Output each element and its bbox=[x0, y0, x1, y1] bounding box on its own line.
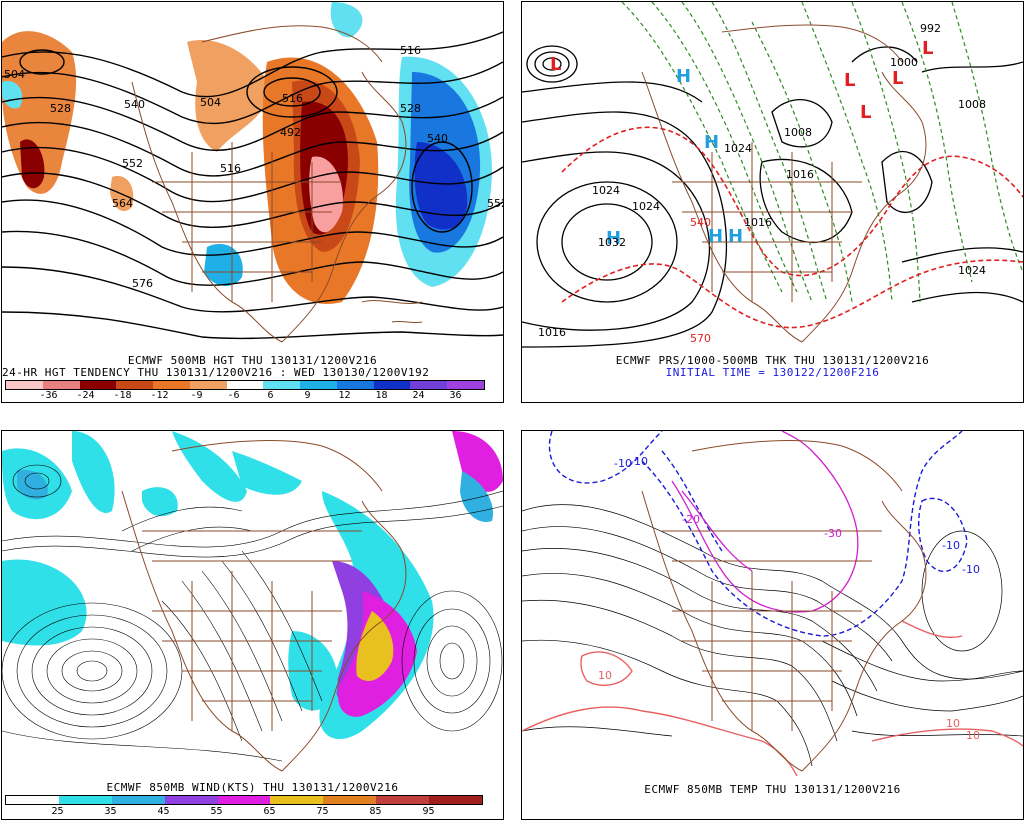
tick-label: -6 bbox=[227, 390, 240, 401]
low-pressure-marker: L bbox=[844, 70, 856, 91]
panel-title: ECMWF 500MB HGT THU 130131/1200V216 bbox=[127, 354, 378, 367]
map-500mb-height bbox=[2, 2, 503, 343]
high-pressure-marker: H bbox=[704, 132, 720, 153]
thickness-label: 540 bbox=[690, 216, 711, 229]
contour-label: 576 bbox=[132, 277, 153, 290]
tick-label: -18 bbox=[113, 390, 132, 401]
coastlines bbox=[641, 24, 927, 343]
isotherm-cold-contours bbox=[548, 431, 968, 637]
tick-label: 85 bbox=[369, 806, 382, 817]
contour-label: 552 bbox=[487, 197, 503, 210]
colorbar-wind-speed bbox=[5, 795, 483, 805]
contour-label: 528 bbox=[400, 102, 421, 115]
isotherm-label: 10 bbox=[946, 717, 960, 730]
isotherm-label: -20 bbox=[682, 513, 700, 526]
isotherm-label: -10 bbox=[962, 563, 980, 576]
low-pressure-marker: L bbox=[860, 102, 872, 123]
panel-title: ECMWF 850MB WIND(KTS) THU 130131/1200V21… bbox=[106, 781, 399, 794]
tick-label: 6 bbox=[267, 390, 274, 401]
tick-label: 36 bbox=[449, 390, 462, 401]
tick-label: 25 bbox=[51, 806, 64, 817]
tick-label: 45 bbox=[157, 806, 170, 817]
panel-title: ECMWF 850MB TEMP THU 130131/1200V216 bbox=[644, 783, 901, 796]
isotherm-label: -10 bbox=[630, 455, 648, 468]
wind-speed-shading bbox=[2, 431, 503, 740]
contour-label: 516 bbox=[400, 44, 421, 57]
high-pressure-marker: H bbox=[676, 66, 692, 87]
isobar-label: 1016 bbox=[786, 168, 814, 181]
low-pressure-marker: L bbox=[922, 38, 934, 59]
isobar-label: 1016 bbox=[744, 216, 772, 229]
isotherm-label: -10 bbox=[614, 457, 632, 470]
thickness-warm-contours bbox=[561, 126, 1023, 329]
panel-subtitle: 24-HR HGT TENDENCY THU 130131/1200V216 :… bbox=[2, 366, 430, 379]
tick-label: -36 bbox=[39, 390, 58, 401]
low-pressure-marker: L bbox=[550, 54, 562, 75]
contour-label: 504 bbox=[4, 68, 25, 81]
colorbar-tick-labels: -36 -24 -18 -12 -9 -6 6 9 12 18 24 36 bbox=[5, 390, 483, 401]
coastlines bbox=[131, 25, 423, 343]
tick-label: 18 bbox=[375, 390, 388, 401]
tick-label: 35 bbox=[104, 806, 117, 817]
isobar-label: 1008 bbox=[958, 98, 986, 111]
isobar-label: 1024 bbox=[632, 200, 660, 213]
map-pressure-thickness bbox=[522, 2, 1023, 348]
map-850mb-temperature bbox=[522, 431, 1023, 776]
thickness-cold-contours bbox=[621, 2, 1023, 303]
isobar-contours bbox=[522, 45, 1023, 348]
panel-500mb-height: 504 516 528 540 552 564 576 492 504 516 … bbox=[1, 1, 504, 403]
contour-label: 540 bbox=[427, 132, 448, 145]
colorbar-tick-labels: 25 35 45 55 65 75 85 95 bbox=[5, 806, 481, 817]
tick-label: 75 bbox=[316, 806, 329, 817]
contour-label: 540 bbox=[124, 98, 145, 111]
isotherm-label: 10 bbox=[966, 729, 980, 742]
tick-label: 9 bbox=[304, 390, 311, 401]
tick-label: -24 bbox=[76, 390, 95, 401]
tick-label: 65 bbox=[263, 806, 276, 817]
coastlines bbox=[121, 440, 407, 772]
low-pressure-marker: L bbox=[892, 68, 904, 89]
isotherm-label: 10 bbox=[598, 669, 612, 682]
map-850mb-wind bbox=[2, 431, 503, 772]
high-pressure-marker: H bbox=[708, 226, 724, 247]
isobar-label: 1024 bbox=[592, 184, 620, 197]
contour-label: 564 bbox=[112, 197, 133, 210]
high-pressure-marker: H bbox=[728, 226, 744, 247]
isotherm-zero-contours bbox=[671, 431, 859, 613]
panel-850mb-temperature: -10 -20 -30 -10 10 10 10 -10 -10 ECMWF 8… bbox=[521, 430, 1024, 820]
panel-subtitle: INITIAL TIME = 130122/1200F216 bbox=[665, 366, 880, 379]
contour-label: 516 bbox=[220, 162, 241, 175]
height-falls-shading bbox=[2, 31, 379, 304]
isotherm-label: -30 bbox=[824, 527, 842, 540]
height-contours bbox=[2, 31, 503, 340]
tick-label: -12 bbox=[150, 390, 169, 401]
isobar-label: 1024 bbox=[958, 264, 986, 277]
thickness-label: 570 bbox=[690, 332, 711, 345]
contour-label: 516 bbox=[282, 92, 303, 105]
isobar-label: 1032 bbox=[598, 236, 626, 249]
isobar-label: 1000 bbox=[890, 56, 918, 69]
isobar-label: 1008 bbox=[784, 126, 812, 139]
colorbar-height-tendency bbox=[5, 380, 485, 390]
panel-850mb-wind: ECMWF 850MB WIND(KTS) THU 130131/1200V21… bbox=[1, 430, 504, 820]
tick-label: 24 bbox=[412, 390, 425, 401]
contour-label: 552 bbox=[122, 157, 143, 170]
tick-label: 12 bbox=[338, 390, 351, 401]
tick-label: 95 bbox=[422, 806, 435, 817]
isotherm-contours bbox=[522, 504, 1023, 767]
coastlines bbox=[641, 440, 927, 772]
tick-label: -9 bbox=[190, 390, 203, 401]
contour-label: 492 bbox=[280, 126, 301, 139]
contour-label: 528 bbox=[50, 102, 71, 115]
panel-pressure-thickness: L L L L L H H H H H 1024 1032 1016 1024 … bbox=[521, 1, 1024, 403]
isobar-label: 1024 bbox=[724, 142, 752, 155]
high-pressure-marker: H bbox=[606, 228, 622, 249]
tick-label: 55 bbox=[210, 806, 223, 817]
isobar-label: 1016 bbox=[538, 326, 566, 339]
contour-label: 504 bbox=[200, 96, 221, 109]
panel-title: ECMWF PRS/1000-500MB THK THU 130131/1200… bbox=[615, 354, 930, 367]
isotherm-label: -10 bbox=[942, 539, 960, 552]
isobar-label: 992 bbox=[920, 22, 941, 35]
